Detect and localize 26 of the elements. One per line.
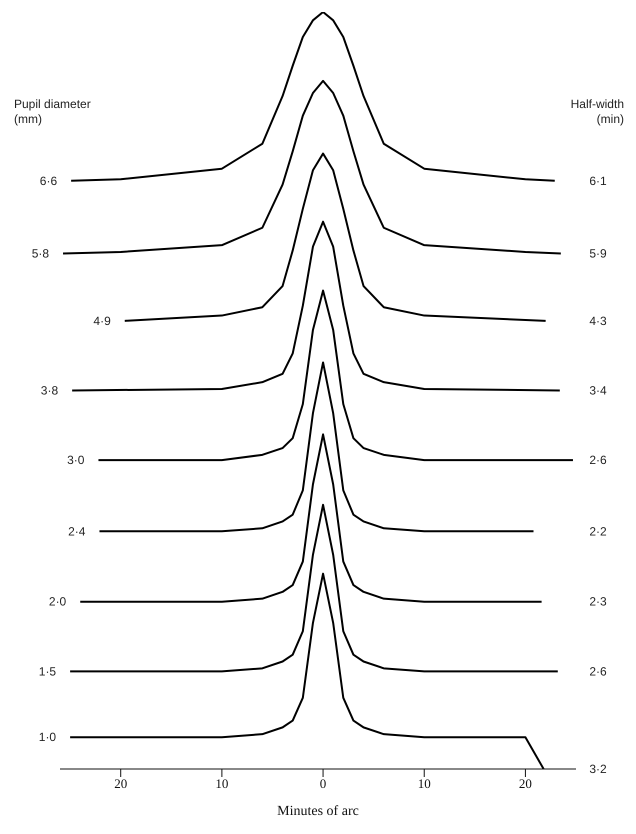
text: 4·3	[589, 314, 607, 328]
x-tick-label: 20	[518, 776, 532, 792]
series-label: 2·4	[68, 524, 86, 538]
series-label: 1·5	[38, 664, 56, 678]
text: 2·3	[589, 594, 607, 609]
text: 2·2	[589, 524, 607, 538]
series-label: 4·9	[93, 314, 112, 328]
text: 5·9	[589, 246, 607, 260]
text: 3·4	[589, 384, 607, 398]
text: 3·2	[589, 762, 607, 776]
y2-axis-title: Half-width (min)	[570, 97, 624, 126]
series-label: 5·8	[32, 246, 50, 260]
series-label: 1·0	[38, 730, 56, 744]
series-label: 6·6	[40, 174, 58, 188]
x-tick-label: 10	[215, 776, 228, 792]
series-label: 3·0	[67, 453, 85, 468]
series-label: 3·8	[40, 384, 58, 398]
x-tick-label: 20	[114, 776, 128, 792]
x-tick-label: 10	[418, 776, 431, 792]
y-axis-title: Pupil diameter (mm)	[14, 97, 91, 126]
text: 2·6	[589, 664, 607, 678]
x-tick-label: 0	[320, 776, 326, 792]
x-axis-title: Minutes of arc	[277, 804, 359, 819]
series-label: 2·0	[48, 594, 67, 609]
text: 2·6	[589, 453, 607, 468]
text: 6·1	[589, 174, 607, 188]
